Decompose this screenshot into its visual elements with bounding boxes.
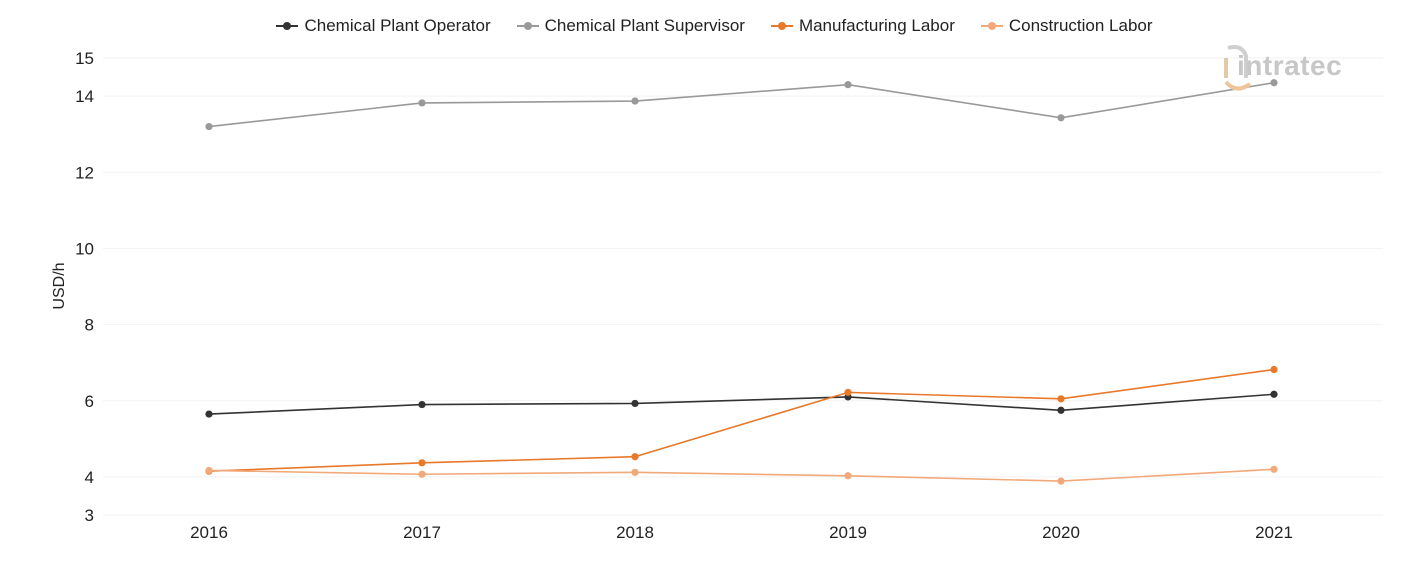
- y-axis-label: USD/h: [51, 262, 68, 310]
- data-point: [631, 399, 639, 408]
- x-tick-label: 2018: [616, 523, 654, 542]
- data-point: [631, 453, 639, 461]
- data-point: [418, 400, 426, 409]
- y-tick-label: 14: [75, 87, 94, 106]
- data-point: [205, 122, 213, 131]
- data-point: [418, 470, 426, 478]
- series-line: [208, 368, 1275, 473]
- legend-item[interactable]: Chemical Plant Operator: [276, 16, 491, 36]
- legend-item[interactable]: Chemical Plant Supervisor: [516, 16, 745, 36]
- x-tick-label: 2020: [1042, 523, 1080, 542]
- data-point: [418, 99, 426, 107]
- data-point: [844, 81, 852, 89]
- legend-label: Chemical Plant Operator: [304, 16, 491, 35]
- legend-label: Chemical Plant Supervisor: [544, 16, 745, 35]
- legend-swatch-icon: [516, 20, 539, 32]
- x-tick-label: 2017: [403, 523, 441, 542]
- series-line: [208, 81, 1275, 128]
- legend-label: Construction Labor: [1008, 16, 1153, 35]
- y-tick-label: 6: [85, 392, 94, 411]
- y-tick-label: 12: [75, 163, 94, 182]
- y-tick-label: 8: [85, 316, 94, 335]
- intratec-logo-icon: [1224, 45, 1252, 91]
- series-construction-labor: [205, 465, 1278, 485]
- logo-text: intratec: [1237, 50, 1343, 81]
- y-tick-label: 10: [75, 239, 94, 258]
- x-tick-label: 2019: [829, 523, 867, 542]
- legend-swatch-icon: [770, 20, 793, 32]
- data-point: [418, 459, 426, 467]
- series-manufacturing-labor: [205, 365, 1278, 475]
- data-point: [1057, 406, 1065, 414]
- data-point: [844, 388, 852, 396]
- intratec-logo: intratec: [1222, 44, 1372, 96]
- series-chemical-plant-supervisor: [205, 79, 1278, 131]
- x-tick-label: 2016: [190, 523, 228, 542]
- data-point: [1057, 114, 1065, 122]
- legend-swatch-icon: [980, 20, 1003, 32]
- x-tick-label: 2021: [1255, 523, 1293, 542]
- data-point: [1057, 395, 1065, 403]
- series-line: [208, 468, 1275, 482]
- legend: Chemical Plant Operator Chemical Plant Su…: [0, 16, 1401, 36]
- series-chemical-plant-operator: [205, 390, 1278, 418]
- y-tick-label: 15: [75, 49, 94, 68]
- data-point: [1270, 390, 1278, 398]
- data-point: [844, 472, 852, 480]
- legend-swatch-icon: [276, 20, 299, 32]
- legend-item[interactable]: Manufacturing Labor: [770, 16, 955, 36]
- y-tick-label: 4: [85, 468, 94, 487]
- legend-item[interactable]: Construction Labor: [980, 16, 1153, 36]
- data-point: [1270, 465, 1278, 473]
- data-point: [205, 466, 213, 475]
- data-point: [631, 97, 639, 105]
- legend-label: Manufacturing Labor: [798, 16, 955, 35]
- data-point: [1270, 365, 1278, 374]
- data-point: [1270, 79, 1278, 87]
- data-point: [1057, 477, 1065, 485]
- data-point: [631, 468, 639, 476]
- series-line: [208, 393, 1275, 415]
- y-tick-label: 3: [85, 506, 94, 525]
- data-point: [205, 410, 213, 418]
